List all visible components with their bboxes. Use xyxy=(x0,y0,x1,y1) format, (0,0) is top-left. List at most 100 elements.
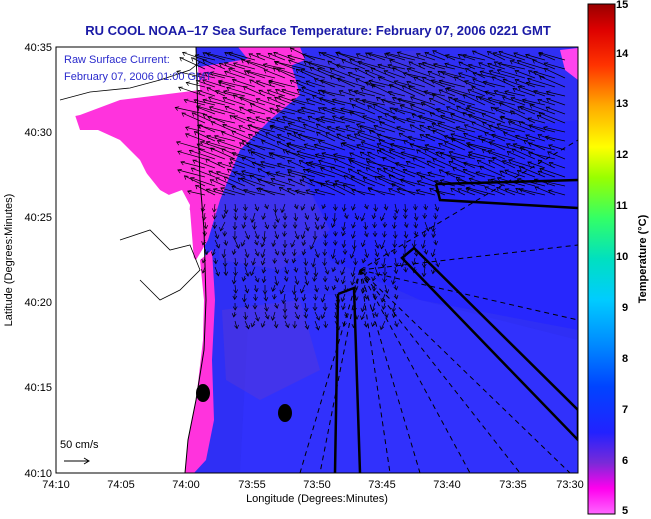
current-vector xyxy=(351,189,376,196)
current-vector-head xyxy=(243,188,248,194)
current-vector xyxy=(275,171,296,178)
current-vector xyxy=(507,151,526,160)
river-outline xyxy=(119,229,201,301)
current-vector xyxy=(477,159,496,169)
current-vector-head xyxy=(214,89,220,95)
current-vector xyxy=(260,161,286,169)
current-vector xyxy=(506,143,526,151)
current-vector xyxy=(361,212,366,222)
current-vector-head xyxy=(213,134,219,140)
current-vector-head xyxy=(283,277,289,282)
current-vector xyxy=(228,68,256,79)
current-vector-head xyxy=(231,185,236,191)
current-vector-head xyxy=(289,79,295,85)
current-vector-head xyxy=(492,156,497,162)
current-vector xyxy=(194,131,216,142)
current-vector xyxy=(244,248,249,258)
current-vector xyxy=(321,90,346,97)
current-vector-head xyxy=(448,160,453,166)
current-vector-head xyxy=(378,139,383,144)
current-vector-head xyxy=(239,96,244,101)
current-vector xyxy=(342,275,346,284)
current-vector-head xyxy=(233,208,239,213)
current-vector xyxy=(273,293,276,300)
current-vector-head xyxy=(223,241,229,246)
current-vector-head xyxy=(317,140,323,145)
current-vector xyxy=(176,70,206,79)
current-vector xyxy=(364,230,368,237)
current-vector-head xyxy=(222,232,228,237)
current-vector-head xyxy=(253,296,258,302)
current-vector-head xyxy=(291,290,297,295)
current-vector xyxy=(458,61,476,70)
current-vector xyxy=(389,84,416,97)
current-vector-head xyxy=(437,122,442,127)
current-vector xyxy=(233,62,256,70)
current-vector xyxy=(352,203,356,211)
current-vector xyxy=(202,52,226,61)
current-vector xyxy=(391,166,416,178)
current-vector xyxy=(233,115,256,124)
current-vector xyxy=(519,166,546,178)
current-vector-head xyxy=(384,289,390,294)
current-vector-head xyxy=(288,59,293,64)
current-vector xyxy=(330,75,356,88)
current-vector-head xyxy=(389,59,394,64)
current-vector xyxy=(185,133,206,142)
current-vector xyxy=(357,131,386,142)
current-vector-head xyxy=(245,235,251,240)
current-vector-head xyxy=(341,142,347,147)
x-axis-ticks: 74:10 74:05 74:00 73:55 73:50 73:45 73:4… xyxy=(42,479,584,491)
current-vector xyxy=(313,275,316,282)
y-axis-label: Latitude (Degrees:Minutes) xyxy=(3,194,15,327)
current-vector-head xyxy=(202,98,207,104)
current-vector xyxy=(467,105,496,115)
current-vector-head xyxy=(439,179,445,184)
current-vector-head xyxy=(357,131,362,136)
x-axis-label: Longitude (Degrees:Minutes) xyxy=(246,493,388,505)
current-vector-head xyxy=(266,96,272,102)
current-vector-head xyxy=(360,242,366,248)
current-vector-head xyxy=(331,98,337,103)
current-vector-head xyxy=(392,243,398,248)
current-vector xyxy=(316,118,336,124)
current-vector-head xyxy=(519,105,525,110)
offshore-warm-band xyxy=(300,120,578,330)
current-vector xyxy=(296,68,316,79)
current-vector-head xyxy=(347,158,353,163)
current-vector xyxy=(336,133,356,142)
current-vector xyxy=(493,52,516,61)
current-vector-head xyxy=(393,107,399,113)
current-vector-head xyxy=(251,161,257,167)
current-vector-head xyxy=(222,124,227,129)
current-vector xyxy=(334,212,336,222)
current-vector-head xyxy=(543,67,549,73)
current-vector-head xyxy=(487,150,493,155)
current-vector xyxy=(408,61,426,70)
current-vector xyxy=(335,52,366,61)
current-vector-head xyxy=(462,94,468,99)
current-vector-head xyxy=(231,130,237,135)
current-vector xyxy=(517,178,546,187)
current-vector-head xyxy=(544,180,550,186)
current-vector xyxy=(314,284,318,293)
current-vector-head xyxy=(381,263,387,268)
current-vector xyxy=(318,107,336,115)
figure-title: RU COOL NOAA–17 Sea Surface Temperature:… xyxy=(85,23,551,38)
current-vector-head xyxy=(528,124,533,129)
current-vector-head xyxy=(254,251,260,257)
current-vector-head xyxy=(201,216,207,221)
current-vector xyxy=(202,266,206,274)
current-vector-head xyxy=(226,86,231,91)
current-vector xyxy=(513,52,536,61)
current-vector-head xyxy=(329,68,335,73)
current-vector-head xyxy=(201,258,207,264)
current-vector xyxy=(354,293,358,301)
current-vector-head xyxy=(509,110,515,115)
x-tick-label: 73:55 xyxy=(238,479,266,491)
current-vector-head xyxy=(215,271,221,277)
current-vector xyxy=(510,110,536,124)
current-vector xyxy=(353,320,356,328)
current-vector-head xyxy=(335,325,341,331)
current-vector xyxy=(332,99,356,106)
